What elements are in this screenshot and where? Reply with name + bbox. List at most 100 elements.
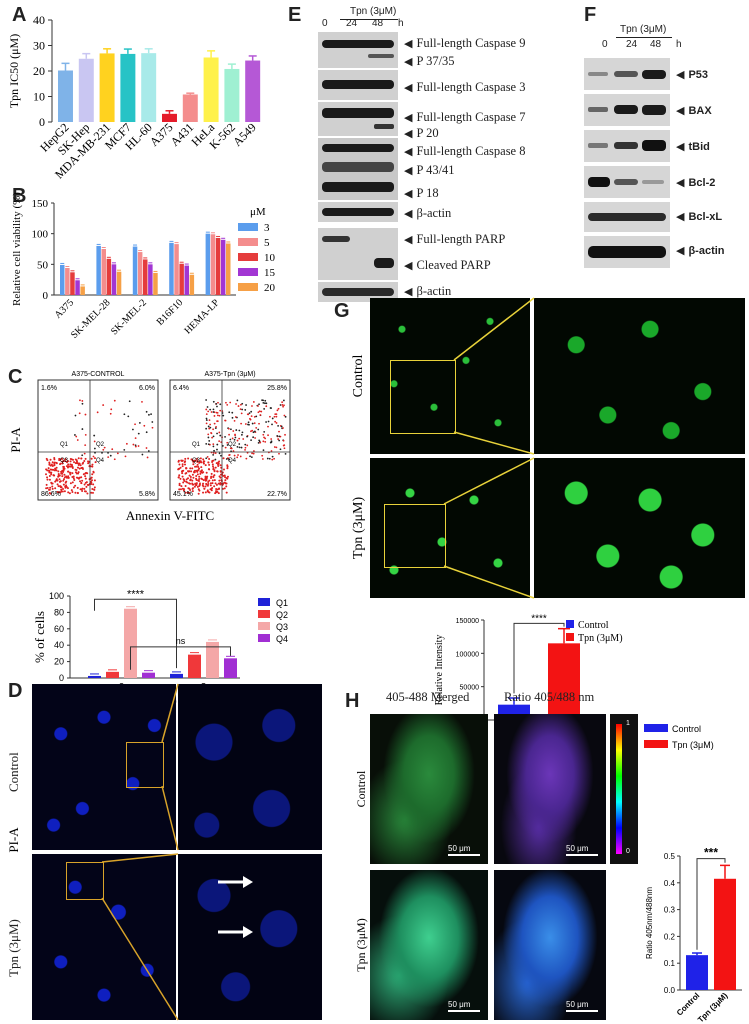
flow-dot	[211, 465, 214, 468]
flow-dot	[262, 433, 265, 436]
flow-dot	[67, 475, 70, 478]
b-bar	[132, 246, 138, 295]
flow-dot	[225, 458, 228, 460]
h-ytick-label: 0.1	[664, 959, 676, 968]
flow-dot	[184, 491, 187, 494]
g-control-overview	[370, 298, 530, 454]
flow-dot	[86, 492, 89, 495]
a-bar	[224, 68, 240, 122]
flow-dot	[245, 404, 247, 406]
flow-dot	[202, 458, 205, 461]
b-ylabel: Relative cell viability (%)	[11, 192, 23, 306]
flow-dot	[208, 479, 211, 482]
flow-dot	[277, 424, 280, 427]
flow-dot	[62, 488, 65, 491]
flow-dot	[58, 478, 61, 481]
h-scale-3	[448, 1010, 480, 1012]
flow-dot	[277, 438, 280, 440]
h-xtick-label: Tpn (3μM)	[696, 991, 730, 1024]
flow-dot	[261, 399, 263, 402]
flow-dot	[91, 463, 94, 466]
flow-dot	[189, 467, 192, 470]
flow-dot	[196, 485, 199, 488]
g-ytick-label: 100000	[456, 651, 479, 658]
e-blot-cas3	[318, 70, 398, 100]
flow-dot	[250, 456, 253, 459]
g-legend-swatch	[566, 633, 574, 641]
flow-dot	[191, 479, 194, 482]
flow-dot	[258, 403, 260, 406]
flow-dot	[94, 461, 97, 464]
flow-dot	[190, 458, 193, 461]
flow-dot	[205, 443, 208, 445]
flow-dot	[61, 460, 64, 463]
flow-dot	[244, 446, 247, 449]
b-bar	[153, 272, 158, 295]
flow-dot	[46, 476, 49, 479]
flow-dot	[228, 411, 231, 414]
flow-dot	[145, 447, 148, 449]
flow-dot	[210, 475, 213, 478]
flow-dot	[109, 454, 112, 457]
b-legend-swatch	[238, 283, 258, 291]
flow-dot	[212, 435, 215, 438]
flow-dot	[83, 487, 86, 490]
flow-dot	[52, 468, 55, 471]
f-label-4: ◀ Bcl-xL	[676, 211, 723, 223]
h-row-labels: Control Tpn (3μM)	[354, 770, 368, 972]
flow-dot	[194, 482, 197, 485]
flow-dot	[231, 437, 234, 440]
a-bar	[99, 53, 115, 122]
flow-dot	[102, 448, 105, 451]
flow-dot	[185, 467, 188, 470]
flow-dot	[198, 484, 201, 487]
c-ytick-label: 100	[49, 591, 64, 601]
c-legend-swatch	[258, 634, 270, 642]
flow-dot	[273, 457, 276, 460]
flow-dot	[45, 473, 48, 476]
flow-dot	[84, 475, 87, 478]
flow-dot	[86, 472, 89, 475]
flow-dot	[212, 452, 215, 454]
flow-dot	[230, 428, 232, 431]
flow-dot	[282, 405, 284, 408]
flow-dot	[278, 452, 280, 455]
d-control-overview	[32, 684, 176, 850]
flow-dot	[111, 448, 114, 451]
flow-dot	[93, 447, 96, 450]
flow-dot	[218, 431, 221, 434]
flow-dot	[66, 487, 69, 490]
flow-dot	[56, 483, 59, 486]
flow-dot	[234, 434, 236, 437]
e-label-9: ◀ Full-length PARP	[404, 232, 506, 246]
flow-dot	[218, 440, 221, 443]
flow-dot	[180, 485, 183, 488]
b-bar	[111, 264, 117, 295]
flow-dot	[60, 470, 63, 473]
flow-dot	[76, 491, 79, 494]
flow-dot	[198, 478, 201, 481]
b-bar	[184, 265, 189, 295]
h-legend-label: Tpn (3μM)	[672, 740, 714, 750]
flow-dot	[215, 426, 217, 428]
flow-dot	[207, 468, 210, 471]
g-ytick-label: 150000	[456, 618, 479, 625]
flow-dot	[271, 417, 274, 420]
flow-dot	[198, 489, 201, 492]
flow-dot	[84, 433, 87, 436]
flow-dot	[282, 427, 284, 429]
a-bar	[141, 53, 157, 122]
flow-dot	[90, 457, 93, 460]
flow-dot	[75, 462, 78, 465]
flow-dot	[264, 402, 266, 405]
flow-dot	[90, 491, 93, 494]
flow-dot	[213, 449, 215, 452]
flow-dot	[195, 457, 198, 460]
flow-dot	[69, 463, 72, 466]
flow-dot	[71, 481, 74, 484]
flow-dot	[207, 481, 210, 484]
flow-dot	[207, 425, 210, 428]
flow-dot	[76, 439, 79, 441]
flow-dot	[196, 470, 199, 473]
flow-dot	[190, 470, 193, 473]
